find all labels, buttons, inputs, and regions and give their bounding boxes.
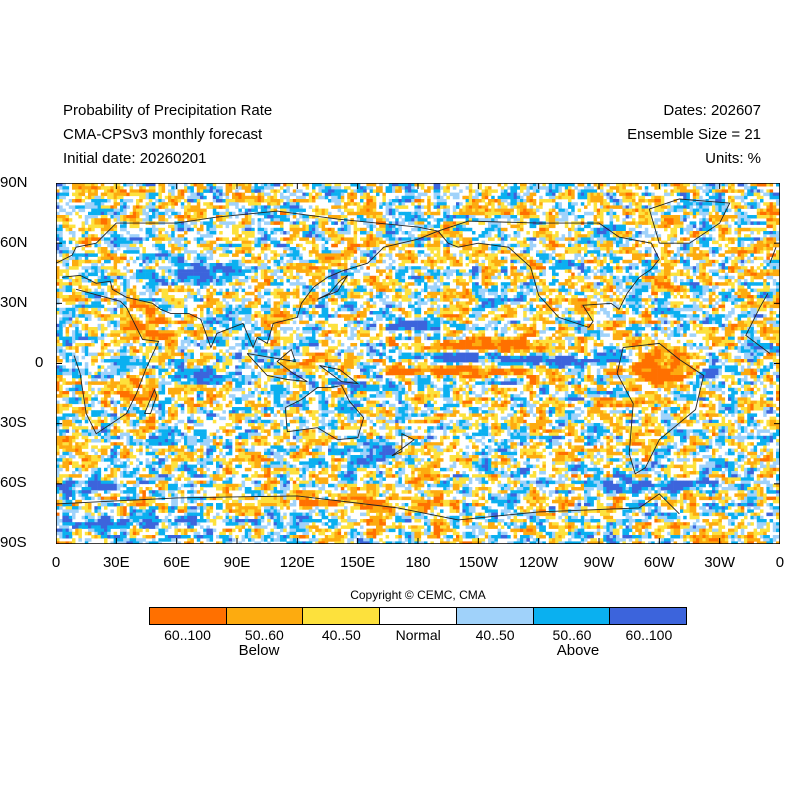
lon-label: 120E xyxy=(279,554,315,571)
lat-label-90s: 90S xyxy=(0,534,27,551)
legend-label: 40..50 xyxy=(321,627,361,643)
copyright-text: Copyright © CEMC, CMA xyxy=(350,588,486,602)
ensemble-size: Ensemble Size = 21 xyxy=(627,126,761,143)
lon-label: 180 xyxy=(405,554,431,571)
legend-label: Normal xyxy=(395,627,441,643)
legend-label: 50..60 xyxy=(244,627,284,643)
legend-label: 60..100 xyxy=(164,627,211,643)
legend-label: 60..100 xyxy=(625,627,673,643)
legend-swatch xyxy=(303,608,381,624)
probability-field xyxy=(56,183,780,544)
probability-map xyxy=(56,183,780,544)
lon-label: 60W xyxy=(643,554,675,571)
legend-swatch xyxy=(610,608,687,624)
lon-label: 0 xyxy=(51,554,61,571)
legend-label: 50..60 xyxy=(552,627,592,643)
lon-label: 30E xyxy=(102,554,130,571)
lat-label-30s: 30S xyxy=(0,414,27,431)
lon-label: 90W xyxy=(583,554,615,571)
lon-label: 120W xyxy=(519,554,559,571)
legend-swatch xyxy=(533,608,611,624)
map-title: Probability of Precipitation Rate xyxy=(63,102,273,119)
lat-label-60n: 60N xyxy=(0,234,28,251)
legend-swatch xyxy=(456,608,534,624)
map-subtitle: CMA-CPSv3 monthly forecast xyxy=(63,126,263,143)
lon-label: 0 xyxy=(775,554,785,571)
lon-label: 150E xyxy=(340,554,376,571)
legend-swatch xyxy=(150,608,227,624)
above-label: Above xyxy=(556,642,600,659)
forecast-dates: Dates: 202607 xyxy=(663,102,761,119)
axis-ticks xyxy=(56,183,780,544)
lon-label: 150W xyxy=(458,554,498,571)
lon-label: 30W xyxy=(704,554,736,571)
initial-date: Initial date: 20260201 xyxy=(63,150,207,167)
lon-label: 60E xyxy=(163,554,190,571)
lon-label: 90E xyxy=(223,554,251,571)
lat-label-eq: 0 xyxy=(35,354,44,371)
legend-swatch xyxy=(226,608,304,624)
units-label: Units: % xyxy=(705,150,761,167)
legend-label: 40..50 xyxy=(475,627,515,643)
legend-swatch xyxy=(380,608,457,624)
lat-label-30n: 30N xyxy=(0,294,28,311)
map-canvas xyxy=(56,183,780,544)
lat-label-90n: 90N xyxy=(0,174,28,191)
below-label: Below xyxy=(238,642,280,659)
coastlines xyxy=(56,198,777,521)
lat-label-60s: 60S xyxy=(0,474,27,491)
color-legend xyxy=(149,607,687,625)
